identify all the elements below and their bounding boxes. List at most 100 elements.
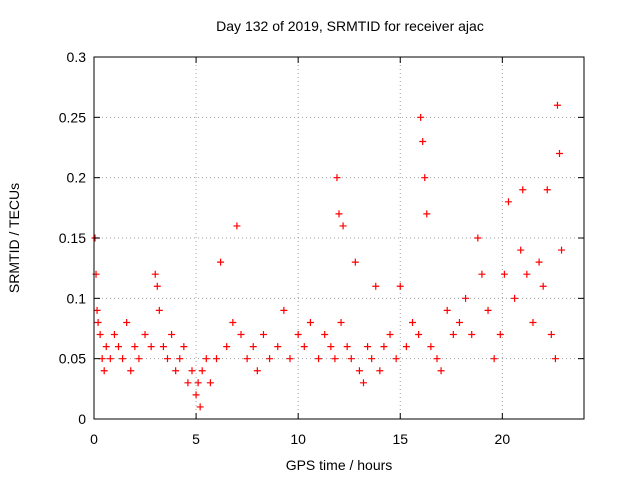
data-point <box>315 355 323 363</box>
data-point <box>392 355 400 363</box>
data-point <box>339 222 347 230</box>
data-point <box>558 246 566 254</box>
x-tick-label: 5 <box>192 431 200 447</box>
y-tick-label: 0.25 <box>59 109 86 125</box>
data-point <box>131 343 139 351</box>
data-point <box>556 150 563 158</box>
y-tick-label: 0.1 <box>67 290 87 306</box>
data-point <box>519 186 527 194</box>
data-point <box>106 355 114 363</box>
data-point <box>490 355 498 363</box>
chart-title: Day 132 of 2019, SRMTID for receiver aja… <box>216 18 484 34</box>
data-point <box>141 331 149 339</box>
data-point <box>213 355 220 363</box>
data-point <box>119 355 127 363</box>
data-point <box>217 258 225 266</box>
data-point <box>155 306 163 314</box>
y-axis-title: SRMTID / TECUs <box>6 183 22 293</box>
data-point <box>462 294 470 302</box>
data-point <box>249 343 257 351</box>
data-point <box>500 270 508 278</box>
data-point <box>147 343 155 351</box>
data-point <box>364 343 372 351</box>
data-point <box>504 198 512 206</box>
data-point <box>223 343 231 351</box>
data-point <box>294 331 302 339</box>
data-point <box>478 270 486 278</box>
y-tick-label: 0.05 <box>59 351 86 367</box>
y-tick-label: 0.2 <box>67 170 87 186</box>
data-point <box>423 210 431 218</box>
data-point <box>523 270 531 278</box>
tick-marks <box>93 56 584 420</box>
x-tick-label: 20 <box>495 431 511 447</box>
data-point <box>115 343 122 351</box>
data-point <box>427 343 435 351</box>
data-point <box>266 355 274 363</box>
data-point <box>164 355 171 363</box>
data-point <box>243 355 251 363</box>
data-point <box>159 343 167 351</box>
data-point <box>335 210 343 218</box>
data-point <box>474 234 482 242</box>
data-point <box>484 306 492 314</box>
data-point <box>151 270 159 278</box>
data-point <box>180 343 188 351</box>
y-tick-label: 0.3 <box>67 49 87 65</box>
data-point <box>372 282 380 290</box>
data-point <box>176 355 184 363</box>
data-point <box>280 306 288 314</box>
data-point <box>417 113 425 121</box>
data-point <box>386 331 394 339</box>
data-point <box>376 367 384 375</box>
data-point <box>192 391 200 399</box>
data-point <box>321 331 329 339</box>
grid-lines <box>94 57 584 419</box>
data-point <box>380 343 388 351</box>
data-point <box>93 306 101 314</box>
data-point <box>368 355 376 363</box>
data-point <box>253 367 261 375</box>
data-point <box>347 355 355 363</box>
data-point <box>351 258 359 266</box>
data-point <box>468 331 476 339</box>
data-point <box>547 331 555 339</box>
data-point <box>96 331 104 339</box>
data-point <box>172 367 180 375</box>
x-axis-title: GPS time / hours <box>286 457 393 473</box>
data-point <box>202 355 210 363</box>
data-point <box>259 331 267 339</box>
data-point <box>100 367 108 375</box>
x-tick-label: 0 <box>90 431 98 447</box>
data-point <box>551 355 559 363</box>
tick-labels: 0 0.05 0.1 0.15 0.2 0.25 0.3 0 5 10 15 20 <box>59 49 511 447</box>
data-point <box>233 222 241 230</box>
data-point <box>443 306 451 314</box>
data-point <box>237 331 245 339</box>
data-point <box>496 331 504 339</box>
data-point <box>433 355 441 363</box>
data-point <box>198 367 206 375</box>
data-point <box>360 379 367 387</box>
data-point <box>511 294 519 302</box>
data-point <box>437 367 445 375</box>
data-point <box>168 331 176 339</box>
data-point <box>327 343 335 351</box>
data-point <box>419 137 427 145</box>
data-point <box>184 379 192 387</box>
data-point <box>300 343 308 351</box>
x-tick-label: 15 <box>392 431 408 447</box>
data-point <box>409 318 416 326</box>
data-point <box>343 343 351 351</box>
data-point <box>194 379 202 387</box>
data-point <box>539 282 547 290</box>
data-point <box>196 403 204 411</box>
data-point <box>421 174 429 182</box>
data-point <box>188 367 196 375</box>
data-point <box>306 318 314 326</box>
data-point <box>396 282 404 290</box>
data-point <box>415 331 423 339</box>
data-point <box>229 318 237 326</box>
data-point <box>274 343 282 351</box>
